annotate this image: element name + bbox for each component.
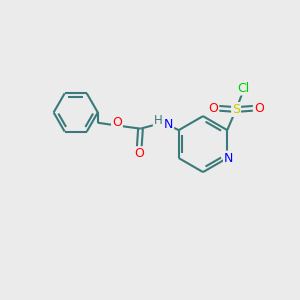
Text: N: N [224, 152, 233, 165]
Text: Cl: Cl [237, 82, 250, 94]
Text: N: N [164, 118, 173, 131]
Text: O: O [208, 101, 218, 115]
Text: O: O [112, 116, 122, 129]
Text: O: O [254, 101, 264, 115]
Text: S: S [232, 103, 240, 116]
Text: H: H [154, 114, 163, 127]
Text: O: O [134, 147, 144, 160]
